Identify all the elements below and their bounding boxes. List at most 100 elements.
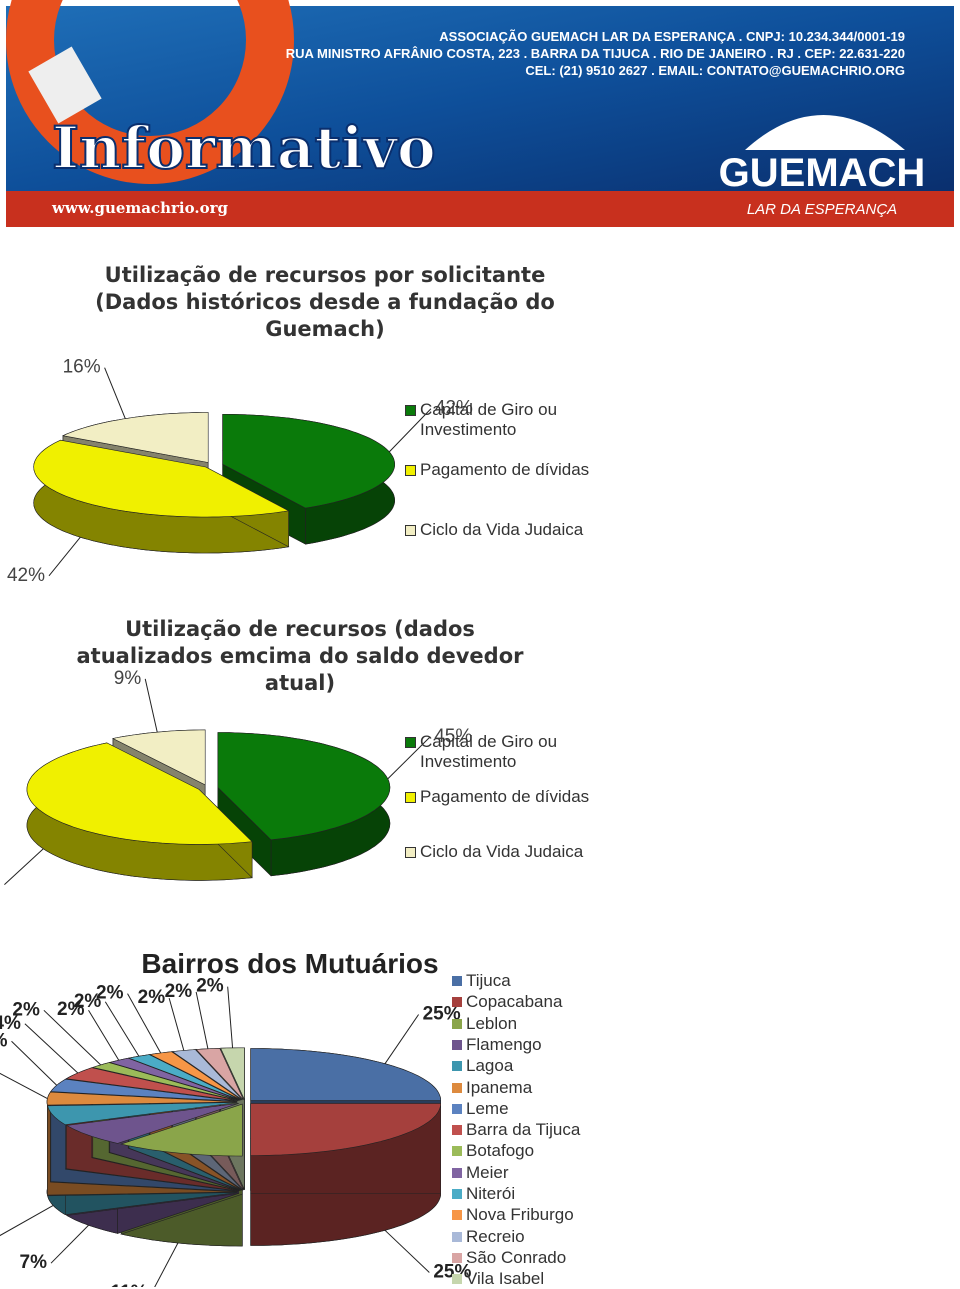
data-label: 9% bbox=[114, 668, 142, 689]
leader-line bbox=[104, 367, 126, 419]
data-label: 2% bbox=[96, 983, 124, 1004]
leader-line bbox=[384, 1014, 420, 1064]
legend-item: Leblon bbox=[452, 1014, 672, 1034]
header-banner: ASSOCIAÇÃO GUEMACH LAR DA ESPERANÇA . CN… bbox=[6, 0, 954, 227]
legend-label: Nova Friburgo bbox=[466, 1205, 574, 1225]
leader-line bbox=[104, 1001, 140, 1057]
legend-item: Lagoa bbox=[452, 1056, 672, 1076]
banner-strip bbox=[6, 191, 954, 227]
slice bbox=[195, 1047, 244, 1101]
legend-item: São Conrado bbox=[452, 1248, 672, 1268]
legend-item: Niterói bbox=[452, 1184, 672, 1204]
slice bbox=[112, 729, 206, 786]
data-label: 42% bbox=[7, 565, 45, 586]
contact-line: CEL: (21) 9510 2627 . EMAIL: CONTATO@GUE… bbox=[525, 63, 905, 78]
leader-line bbox=[144, 678, 158, 733]
slice bbox=[46, 1091, 238, 1106]
legend-label: Pagamento de dívidas bbox=[420, 787, 590, 806]
address-line: RUA MINISTRO AFRÂNIO COSTA, 223 . BARRA … bbox=[286, 46, 905, 61]
data-label: 2% bbox=[196, 976, 224, 997]
legend-label: Leblon bbox=[466, 1013, 518, 1033]
data-label: 11% bbox=[111, 1282, 148, 1287]
legend-label: Ipanema bbox=[466, 1077, 533, 1097]
legend-swatch bbox=[452, 1039, 462, 1050]
legend-swatch bbox=[452, 1210, 462, 1221]
legend-item: Ciclo da Vida Judaica bbox=[405, 520, 595, 540]
data-label: 7% bbox=[20, 1252, 48, 1273]
legend-swatch bbox=[452, 1274, 462, 1285]
slice bbox=[26, 742, 253, 845]
legend-swatch bbox=[405, 737, 416, 748]
legend-label: Vila Isabel bbox=[466, 1269, 545, 1289]
legend-swatch bbox=[405, 405, 416, 416]
legend-item: Tijuca bbox=[452, 971, 672, 991]
legend-item: Nova Friburgo bbox=[452, 1205, 672, 1225]
legend-item: Meier bbox=[452, 1163, 672, 1183]
legend-item: Capital de Giro ou Investimento bbox=[405, 732, 595, 772]
legend-label: Recreio bbox=[466, 1226, 525, 1246]
leader-line bbox=[50, 1224, 89, 1264]
data-label: 2% bbox=[165, 981, 193, 1002]
legend-swatch bbox=[452, 976, 462, 986]
legend-swatch bbox=[405, 525, 416, 536]
leader-line bbox=[168, 997, 185, 1051]
legend-item: Barra da Tijuca bbox=[452, 1120, 672, 1140]
leader-line bbox=[43, 1009, 102, 1066]
data-label: 42% bbox=[435, 398, 473, 419]
leader-line bbox=[154, 1242, 179, 1287]
leader-line bbox=[24, 1023, 79, 1074]
leader-line bbox=[227, 986, 234, 1048]
legend-label: Capital de Giro ou Investimento bbox=[420, 732, 558, 771]
newsletter-title: Informativo bbox=[52, 114, 436, 182]
data-label: 16% bbox=[63, 357, 101, 378]
legend-swatch bbox=[452, 1252, 462, 1263]
legend-swatch bbox=[452, 1061, 462, 1072]
legend-swatch bbox=[452, 1018, 462, 1029]
data-label: 2% bbox=[57, 999, 85, 1020]
slice bbox=[217, 732, 391, 841]
data-label: 4% bbox=[0, 1013, 21, 1034]
slice bbox=[91, 1062, 240, 1101]
leader-line bbox=[388, 408, 432, 453]
slice bbox=[171, 1049, 243, 1101]
legend-item: Capital de Giro ou Investimento bbox=[405, 400, 595, 440]
legend-label: Meier bbox=[466, 1162, 509, 1182]
legend-label: Copacabana bbox=[466, 992, 563, 1012]
legend-swatch bbox=[452, 1146, 462, 1157]
legend-item: Flamengo bbox=[452, 1035, 672, 1055]
charts: 42%42%16%45%46%9%25%25%11%7%6%4%4%4%2%2%… bbox=[0, 357, 473, 1287]
leader-line bbox=[11, 1040, 58, 1086]
slice bbox=[250, 1103, 442, 1156]
legend-label: São Conrado bbox=[466, 1247, 567, 1267]
leader-line bbox=[127, 993, 162, 1054]
legend-label: Ciclo da Vida Judaica bbox=[420, 842, 584, 861]
legend-item: Ipanema bbox=[452, 1078, 672, 1098]
leader-line bbox=[0, 1205, 54, 1237]
legend-swatch bbox=[452, 1125, 462, 1136]
life-ring bbox=[6, 0, 294, 184]
legend-label: Tijuca bbox=[466, 971, 511, 990]
legend-label: Botafogo bbox=[466, 1141, 535, 1161]
slice bbox=[65, 1067, 239, 1102]
legend-label: Barra da Tijuca bbox=[466, 1120, 581, 1140]
data-label: 2% bbox=[138, 987, 166, 1008]
leader-line bbox=[4, 848, 44, 886]
legend-label: Capital de Giro ou Investimento bbox=[420, 400, 558, 439]
slice bbox=[50, 1078, 238, 1102]
data-label: 4% bbox=[0, 1030, 8, 1051]
legend-item: Leme bbox=[452, 1099, 672, 1119]
leader-line bbox=[384, 1229, 430, 1273]
leader-line bbox=[0, 1072, 48, 1100]
legend-item: Copacabana bbox=[452, 992, 672, 1012]
legend-label: Flamengo bbox=[466, 1034, 542, 1054]
slice bbox=[149, 1051, 242, 1101]
slice bbox=[62, 412, 209, 463]
logo: GUEMACH bbox=[719, 151, 926, 195]
legend-swatch bbox=[405, 847, 416, 858]
data-label: 46% bbox=[0, 874, 1, 895]
slice bbox=[65, 1103, 239, 1144]
data-label: 2% bbox=[74, 991, 102, 1012]
legend-label: Ciclo da Vida Judaica bbox=[420, 520, 584, 539]
leader-line bbox=[195, 991, 209, 1049]
